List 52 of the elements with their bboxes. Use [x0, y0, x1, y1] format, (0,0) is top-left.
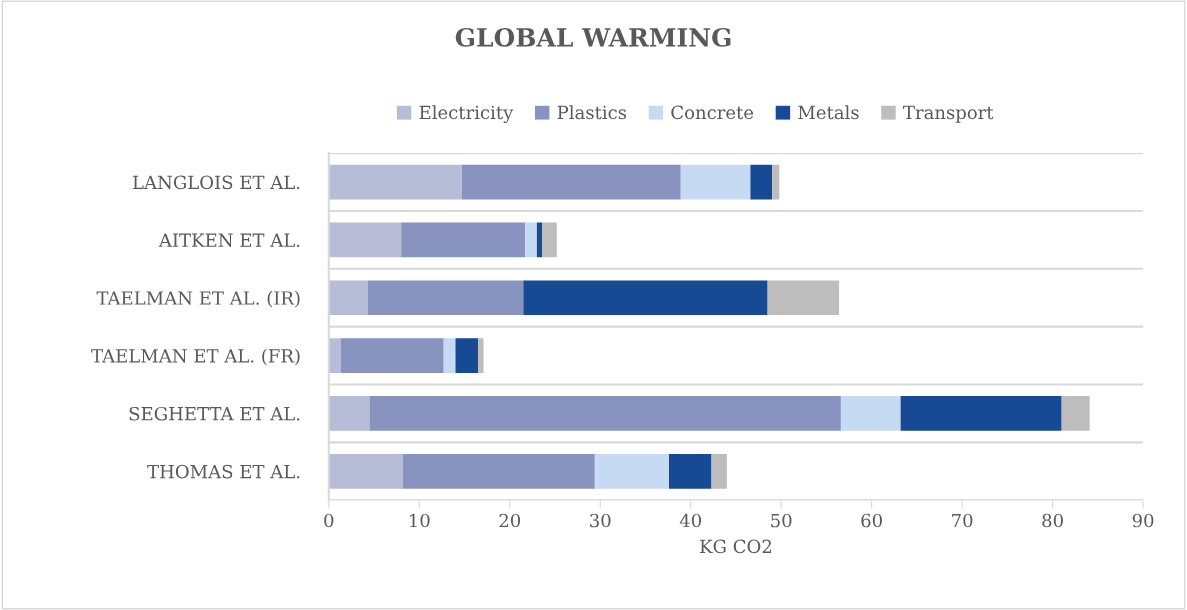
x-axis-title: KG CO2: [700, 539, 772, 554]
bar: [680, 164, 751, 200]
legend-label: Plastics: [557, 105, 627, 120]
y-tick-label: THOMAS ET AL.: [147, 464, 300, 479]
bar: [750, 164, 773, 200]
bar: [594, 453, 669, 489]
bar: [542, 222, 557, 258]
x-tick-label: 60: [861, 513, 882, 528]
legend-label: Metals: [798, 105, 859, 120]
bar: [900, 396, 1062, 431]
bar: [668, 453, 712, 489]
bar: [443, 338, 456, 373]
bar: [1061, 396, 1090, 431]
bar: [328, 338, 341, 373]
legend-label: Transport: [903, 105, 994, 123]
x-tick-label: 90: [1132, 513, 1154, 528]
bar: [523, 280, 768, 316]
bar: [340, 338, 444, 373]
bar: [328, 164, 462, 200]
x-tick-label: 80: [1042, 513, 1063, 528]
bar: [328, 222, 402, 258]
y-tick-label: TAELMAN ET AL. (IR): [96, 290, 300, 308]
bar: [367, 280, 524, 316]
chart-title: GLOBAL WARMING: [455, 27, 731, 47]
legend-label: Concrete: [671, 105, 754, 120]
bar: [401, 222, 526, 258]
y-tick-label: TAELMAN ET AL. (FR): [91, 348, 300, 366]
bar: [328, 396, 370, 431]
x-tick-label: 40: [679, 513, 701, 528]
y-tick-label: LANGLOIS ET AL.: [133, 175, 300, 190]
bar: [478, 338, 484, 373]
legend-label: Electricity: [419, 105, 514, 123]
bar: [402, 453, 595, 489]
bar: [767, 280, 840, 316]
bar: [711, 453, 727, 489]
bar: [840, 396, 901, 431]
x-tick-label: 30: [590, 513, 611, 528]
bar: [369, 396, 841, 431]
bar: [536, 222, 543, 258]
x-tick-label: 20: [499, 513, 521, 528]
bar: [461, 164, 681, 200]
bar: [328, 280, 368, 316]
x-tick-label: 70: [952, 513, 973, 528]
y-tick-label: AITKEN ET AL.: [158, 233, 300, 247]
y-tick-label: SEGHETTA ET AL.: [129, 406, 300, 421]
bar: [525, 222, 537, 258]
bar: [455, 338, 479, 373]
x-tick-label: 50: [771, 513, 792, 528]
bar: [772, 164, 780, 200]
x-tick-label: 0: [324, 513, 334, 528]
bar: [328, 453, 403, 489]
x-tick-label: 10: [409, 513, 430, 528]
